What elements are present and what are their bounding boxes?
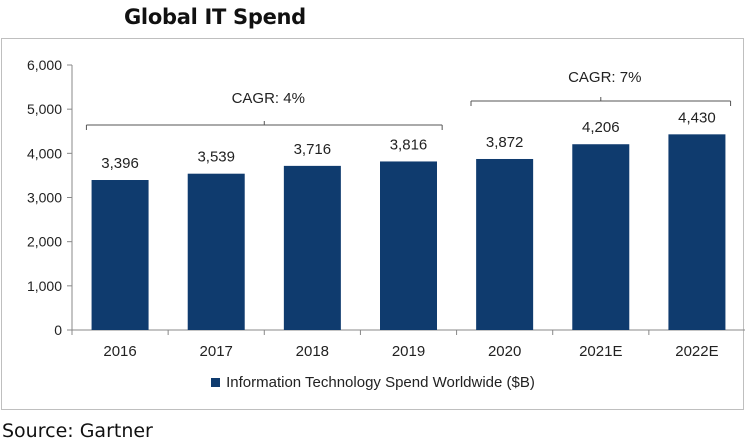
y-tick-label: 5,000: [27, 101, 62, 117]
data-label: 3,816: [390, 136, 428, 153]
x-tick-label: 2022E: [675, 343, 718, 360]
data-label: 3,396: [101, 155, 139, 172]
legend: Information Technology Spend Worldwide (…: [0, 374, 746, 391]
x-tick-label: 2020: [488, 343, 521, 360]
data-label: 3,539: [197, 149, 235, 166]
x-tick-label: 2021E: [579, 343, 622, 360]
bar: [668, 134, 726, 330]
y-tick-label: 6,000: [27, 57, 62, 73]
y-tick-label: 2,000: [27, 234, 62, 250]
y-tick-label: 1,000: [27, 278, 62, 294]
x-tick-label: 2019: [392, 343, 425, 360]
x-tick-label: 2016: [103, 343, 136, 360]
x-tick-label: 2018: [296, 343, 329, 360]
y-tick-label: 4,000: [27, 145, 62, 161]
bar: [187, 173, 245, 330]
bar: [572, 144, 630, 330]
data-label: 3,872: [486, 134, 524, 151]
bar: [91, 180, 149, 330]
bar: [283, 165, 341, 330]
source-note: Source: Gartner: [2, 420, 153, 442]
data-label: 4,206: [582, 119, 620, 136]
cagr-label: CAGR: 4%: [232, 90, 305, 107]
y-tick-label: 3,000: [27, 190, 62, 206]
chart-title: Global IT Spend: [124, 5, 306, 29]
legend-label: Information Technology Spend Worldwide (…: [226, 374, 535, 391]
data-label: 3,716: [294, 141, 332, 158]
cagr-label: CAGR: 7%: [568, 69, 641, 86]
x-tick-label: 2017: [200, 343, 233, 360]
bar: [380, 161, 437, 330]
chart-frame: [1, 38, 744, 410]
data-label: 4,430: [678, 109, 716, 126]
y-tick-label: 0: [54, 322, 62, 338]
bar: [476, 158, 534, 330]
legend-swatch: [211, 378, 221, 387]
